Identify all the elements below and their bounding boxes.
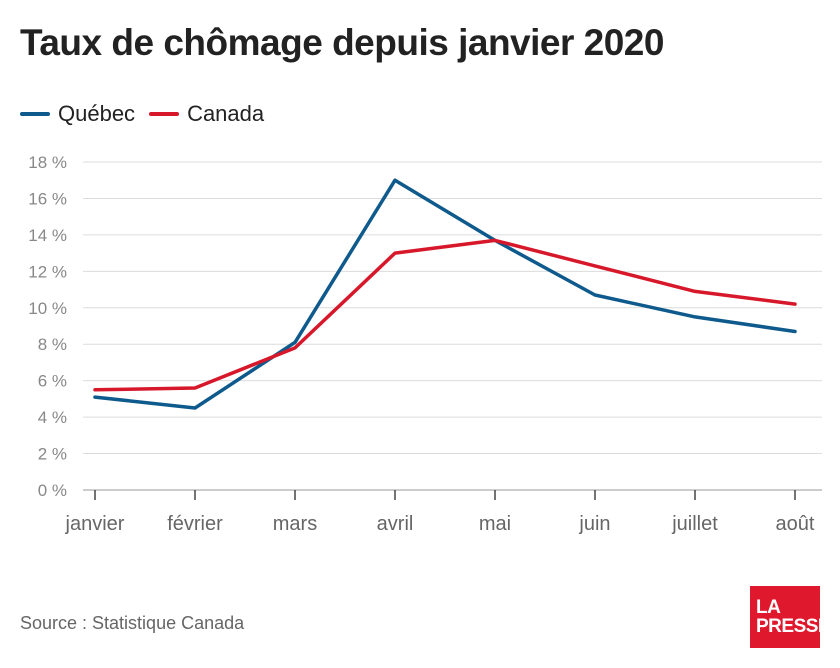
y-tick-label: 4 % bbox=[38, 408, 67, 427]
legend-item-1: Canada bbox=[149, 101, 264, 127]
legend-label: Québec bbox=[58, 101, 136, 126]
x-tick-label: mai bbox=[479, 513, 511, 535]
line-chart: 0 % 2 % 4 % 6 % 8 % 10 % 12 % 14 % 16 % 18 % janvi… bbox=[28, 153, 822, 535]
y-tick-label: 0 % bbox=[38, 481, 67, 500]
y-tick-label: 10 % bbox=[28, 299, 67, 318]
legend-swatch bbox=[20, 112, 50, 116]
y-tick-label: 16 % bbox=[28, 189, 67, 208]
series-line-canada bbox=[93, 238, 797, 392]
x-tick-label: février bbox=[167, 513, 223, 535]
y-tick-label: 14 % bbox=[28, 226, 67, 245]
logo-line-2: PRESSE bbox=[756, 616, 831, 637]
source-note: Source : Statistique Canada bbox=[20, 613, 245, 633]
y-tick-label: 12 % bbox=[28, 262, 67, 281]
legend: Québec Canada bbox=[20, 100, 278, 128]
y-tick-label: 6 % bbox=[38, 372, 67, 391]
x-tick-label: juin bbox=[578, 513, 610, 535]
x-tick-label: juillet bbox=[671, 513, 718, 535]
y-tick-label: 18 % bbox=[28, 153, 67, 172]
la-presse-logo: LA PRESSE bbox=[750, 586, 831, 648]
legend-item-0: Québec bbox=[20, 101, 135, 127]
x-tick-label: janvier bbox=[65, 513, 125, 535]
x-tick-label: avril bbox=[377, 513, 414, 535]
legend-label: Canada bbox=[187, 101, 265, 126]
x-tick-label: mars bbox=[273, 513, 317, 535]
series-line-qubec bbox=[93, 178, 797, 410]
chart-title: Taux de chômage depuis janvier 2020 bbox=[20, 22, 664, 63]
y-tick-label: 8 % bbox=[38, 335, 67, 354]
legend-swatch bbox=[149, 112, 180, 116]
x-tick-label: août bbox=[776, 513, 815, 535]
y-tick-label: 2 % bbox=[38, 445, 67, 464]
logo-line-1: LA bbox=[756, 597, 781, 618]
